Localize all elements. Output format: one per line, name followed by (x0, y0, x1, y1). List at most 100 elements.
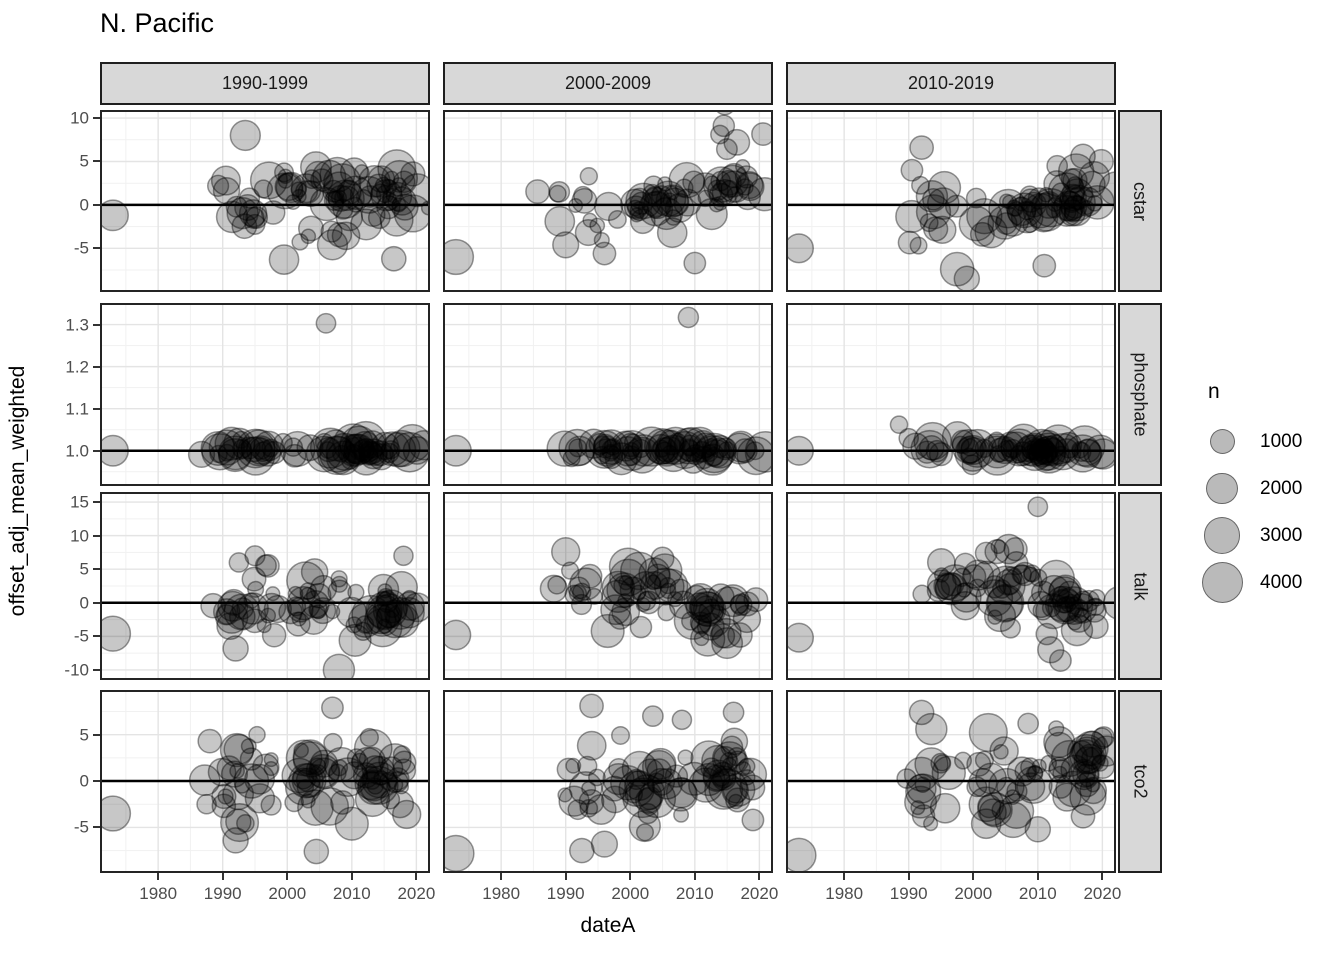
x-tick-mark (758, 873, 761, 880)
facet-strip-label: talk (1130, 571, 1151, 601)
panel-cstar-2000-2009 (443, 110, 773, 292)
y-tick-label: 5 (79, 725, 89, 745)
y-tick-label: 0 (79, 771, 89, 791)
y-axis-title: offset_adj_mean_weighted (6, 365, 29, 617)
panel-cstar-2010-2019 (786, 110, 1116, 292)
legend-title: n (1208, 380, 1220, 403)
y-tick-mark (93, 323, 100, 326)
panel-talk-2010-2019 (786, 492, 1116, 680)
x-tick-label: 1990 (203, 884, 242, 903)
legend-circle-icon (1201, 562, 1243, 603)
panel-phosphate-1990-1999 (100, 303, 430, 486)
y-tick-mark (93, 365, 100, 368)
x-tick-label: 2000 (954, 884, 993, 903)
y-tick-mark (93, 407, 100, 410)
facet-strip-label: 1990-1999 (221, 73, 309, 93)
y-tick-label: 5 (79, 151, 89, 171)
y-tick-label: 10 (70, 108, 89, 128)
facet-strip-label: phosphate (1130, 352, 1151, 437)
y-tick-mark (93, 733, 100, 736)
legend-label: 2000 (1260, 477, 1303, 499)
facet-strip-2000-2009: 2000-2009 (443, 62, 773, 105)
y-tick-mark (93, 826, 100, 829)
x-tick-mark (500, 873, 503, 880)
x-axis-title: dateA (580, 914, 636, 937)
y-tick-mark (93, 117, 100, 120)
x-tick-mark (415, 873, 418, 880)
facet-strip-tco2: tco2 (1118, 690, 1162, 873)
x-tick-label: 1990 (889, 884, 928, 903)
y-tick-label: -5 (73, 626, 89, 646)
x-tick-label: 2020 (1083, 884, 1122, 903)
y-tick-mark (93, 780, 100, 783)
panel-talk-1990-1999 (100, 492, 430, 680)
y-tick-label: -5 (73, 817, 89, 837)
y-tick-label: 1.1 (65, 399, 89, 419)
y-tick-mark (93, 449, 100, 452)
panel-phosphate-2010-2019 (786, 303, 1116, 486)
x-tick-label: 2000 (268, 884, 307, 903)
plot-title: N. Pacific (100, 8, 215, 38)
x-tick-mark (907, 873, 910, 880)
legend-bubble-swatch (1200, 466, 1244, 512)
panel-tco2-2000-2009 (443, 690, 773, 873)
y-tick-mark (93, 635, 100, 638)
legend-bubble-swatch (1200, 560, 1244, 606)
y-tick-label: -10 (64, 660, 89, 680)
x-tick-mark (1036, 873, 1039, 880)
y-tick-label: 1.2 (65, 357, 89, 377)
y-tick-label: 15 (70, 492, 89, 512)
legend-circle-icon (1209, 429, 1235, 454)
y-tick-mark (93, 534, 100, 537)
legend-bubble-swatch (1200, 419, 1244, 465)
y-tick-label: 1.3 (65, 315, 89, 335)
x-tick-label: 1990 (546, 884, 585, 903)
legend-bubble-swatch (1200, 513, 1244, 559)
facet-strip-label: cstar (1130, 181, 1151, 221)
x-tick-mark (286, 873, 289, 880)
x-tick-mark (564, 873, 567, 880)
x-tick-label: 2010 (1018, 884, 1057, 903)
legend-label: 3000 (1260, 524, 1303, 546)
x-tick-mark (221, 873, 224, 880)
x-tick-label: 2000 (611, 884, 650, 903)
facet-strip-2010-2019: 2010-2019 (786, 62, 1116, 105)
x-tick-label: 1980 (139, 884, 178, 903)
legend-label: 1000 (1260, 430, 1303, 452)
size-legend: n 1000 2000 3000 4000 (1192, 372, 1344, 606)
y-tick-label: -5 (73, 238, 89, 258)
x-tick-label: 2010 (332, 884, 371, 903)
y-tick-mark (93, 668, 100, 671)
y-tick-label: 1.0 (65, 441, 89, 461)
facet-strip-cstar: cstar (1118, 110, 1162, 292)
panel-tco2-1990-1999 (100, 690, 430, 873)
legend-circle-icon (1206, 472, 1238, 505)
y-tick-label: 0 (79, 593, 89, 613)
legend-item-1000: 1000 (1200, 418, 1344, 465)
facet-strip-label: 2010-2019 (907, 73, 995, 93)
y-tick-mark (93, 601, 100, 604)
y-tick-mark (93, 501, 100, 504)
y-tick-label: 5 (79, 559, 89, 579)
facet-strip-talk: talk (1118, 492, 1162, 680)
facet-strip-label: 2000-2009 (564, 73, 652, 93)
legend-circle-icon (1203, 517, 1241, 554)
legend-item-3000: 3000 (1200, 512, 1344, 559)
x-tick-mark (629, 873, 632, 880)
x-tick-label: 2020 (397, 884, 436, 903)
panel-talk-2000-2009 (443, 492, 773, 680)
legend-item-2000: 2000 (1200, 465, 1344, 512)
x-tick-label: 1980 (482, 884, 521, 903)
y-tick-mark (93, 568, 100, 571)
x-tick-mark (1101, 873, 1104, 880)
legend-item-4000: 4000 (1200, 559, 1344, 606)
y-tick-label: 0 (79, 195, 89, 215)
facet-strip-phosphate: phosphate (1118, 303, 1162, 486)
x-tick-mark (157, 873, 160, 880)
x-tick-label: 2010 (675, 884, 714, 903)
panel-phosphate-2000-2009 (443, 303, 773, 486)
legend-label: 4000 (1260, 571, 1303, 593)
panel-cstar-1990-1999 (100, 110, 430, 292)
facet-strip-label: tco2 (1130, 764, 1151, 799)
